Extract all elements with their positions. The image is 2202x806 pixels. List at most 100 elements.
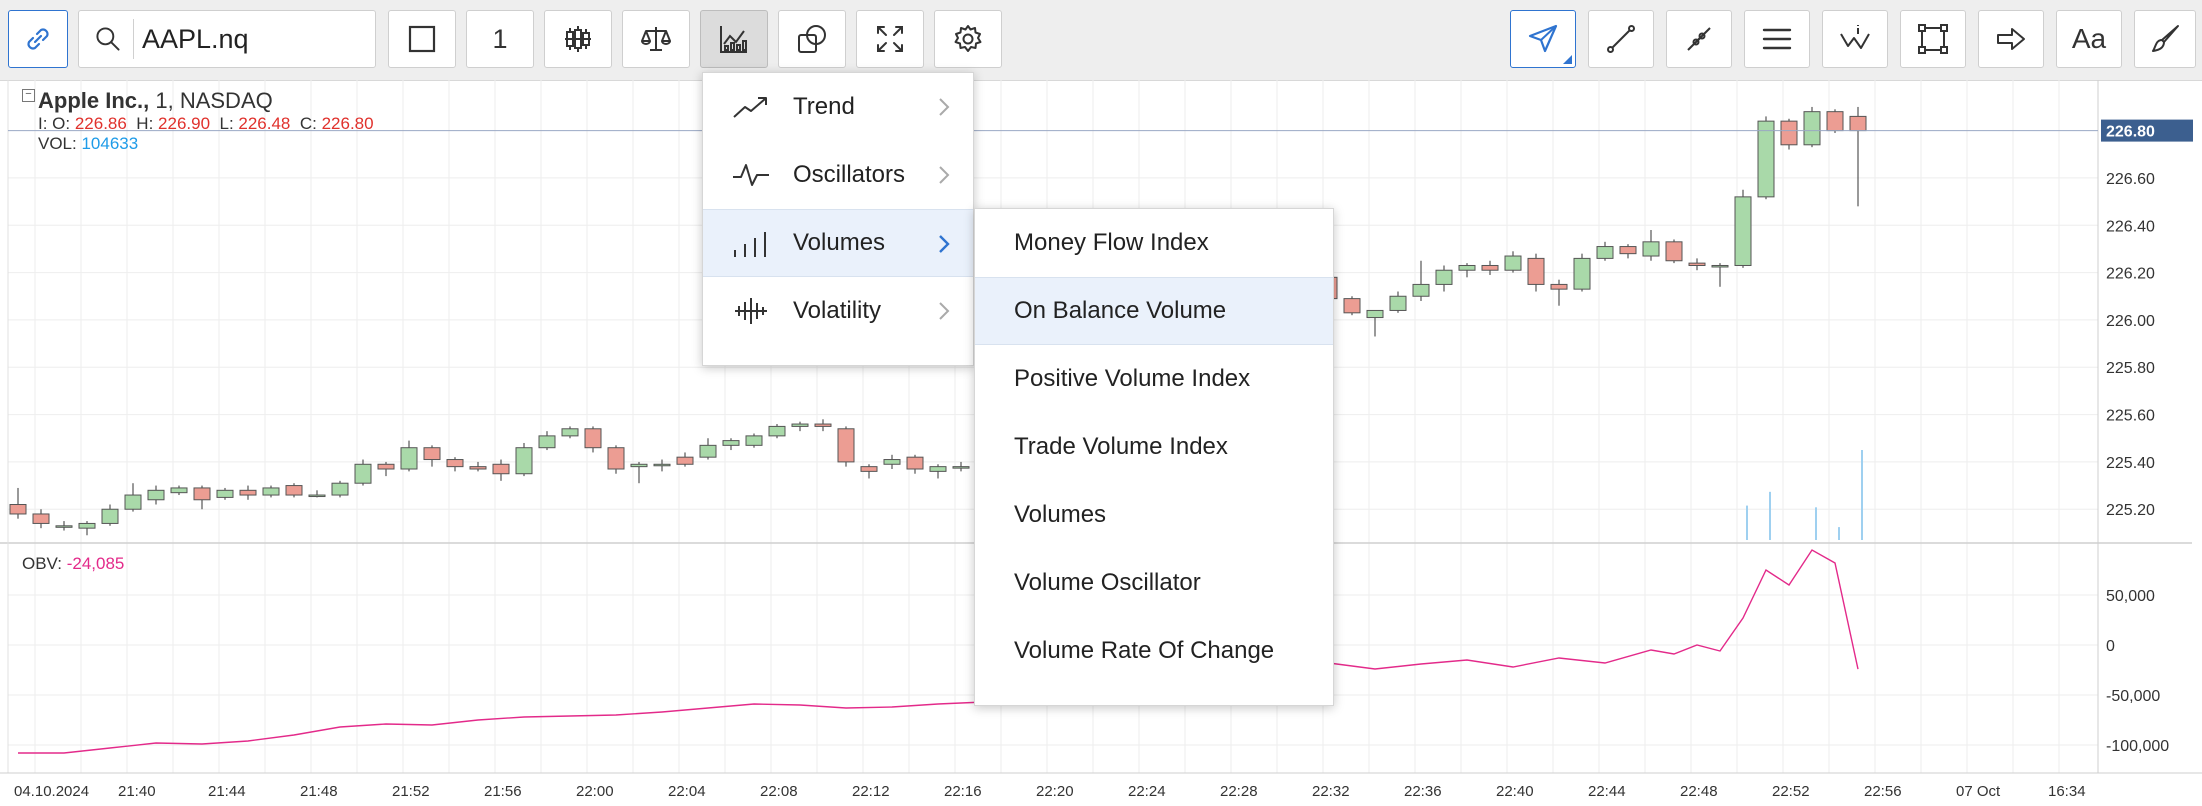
brush-tool-button[interactable] xyxy=(2134,10,2196,68)
fibonacci-lines-icon xyxy=(1762,28,1792,50)
chart-type-button[interactable] xyxy=(388,10,456,68)
fullscreen-button[interactable] xyxy=(856,10,924,68)
candle-body xyxy=(147,489,165,501)
menu-item-oscillators[interactable]: Oscillators xyxy=(703,141,973,209)
submenu-item-volume-oscillator[interactable]: Volume Oscillator xyxy=(975,549,1333,617)
submenu-item-trade-volume-index[interactable]: Trade Volume Index xyxy=(975,413,1333,481)
time-axis-label: 21:56 xyxy=(484,783,522,800)
candle-body xyxy=(331,482,349,496)
line-tool-icon xyxy=(1607,25,1635,53)
settings-button[interactable] xyxy=(934,10,1002,68)
interval-value: 1 xyxy=(492,23,508,54)
volume-bar xyxy=(1838,527,1840,540)
obv-value: -24,085 xyxy=(66,554,125,573)
candle-body xyxy=(308,494,326,498)
arrow-tool-button[interactable] xyxy=(1978,10,2044,68)
candle-body xyxy=(607,447,625,470)
symbol-search-box[interactable]: AAPL.nq xyxy=(78,10,376,68)
candle-body xyxy=(377,463,395,470)
submenu-item-label: Volume Rate Of Change xyxy=(1014,637,1275,664)
indicators-icon xyxy=(720,26,747,53)
fibonacci-tool-button[interactable] xyxy=(1744,10,1810,68)
close-label: C: xyxy=(299,114,322,133)
cursor-tool-button[interactable] xyxy=(1510,10,1576,68)
chevron-right-icon xyxy=(939,235,950,253)
time-axis-label: 22:36 xyxy=(1404,783,1442,800)
symbol-input[interactable]: AAPL.nq xyxy=(142,23,249,54)
submenu-item-on-balance-volume[interactable]: On Balance Volume xyxy=(975,277,1333,345)
price-axis-label: 226.20 xyxy=(2106,266,2155,283)
candle-body xyxy=(837,428,855,463)
shapes-button[interactable] xyxy=(778,10,846,68)
candle-body xyxy=(791,423,809,427)
chevron-right-icon xyxy=(939,166,950,184)
ohlc-legend: I: O: 226.86 H: 226.90 L: 226.48 C: 226.… xyxy=(38,114,374,134)
pattern-tool-icon xyxy=(1840,25,1870,49)
submenu-item-positive-volume-index[interactable]: Positive Volume Index xyxy=(975,345,1333,413)
candles-button[interactable] xyxy=(544,10,612,68)
candle-body xyxy=(745,435,763,446)
candle-body xyxy=(561,428,579,437)
price-axis-label: 226.60 xyxy=(2106,171,2155,188)
menu-item-label: Trend xyxy=(793,93,855,120)
close-value: 226.80 xyxy=(321,114,374,133)
candle-body xyxy=(1550,283,1568,290)
indicators-button[interactable] xyxy=(700,10,768,68)
candle-body xyxy=(239,489,257,496)
time-axis-label: 07 Oct xyxy=(1956,783,2001,800)
candle-body xyxy=(469,466,487,470)
time-axis-label: 22:52 xyxy=(1772,783,1810,800)
candle-body xyxy=(423,447,441,461)
candle-body xyxy=(124,494,142,510)
candle-body xyxy=(446,459,464,468)
ohlc-prefix: I: xyxy=(38,114,53,133)
time-axis-label: 22:44 xyxy=(1588,783,1626,800)
text-tool-button[interactable]: Aa xyxy=(2056,10,2122,68)
link-button[interactable] xyxy=(8,10,68,68)
polyline-tool-button[interactable] xyxy=(1666,10,1732,68)
interval-button[interactable]: 1 xyxy=(466,10,534,68)
compare-button[interactable] xyxy=(622,10,690,68)
candle-body xyxy=(722,440,740,446)
menu-item-volumes[interactable]: Volumes xyxy=(703,209,973,277)
candle-body xyxy=(952,466,970,469)
candle-body xyxy=(1642,241,1660,257)
submenu-item-money-flow-index[interactable]: Money Flow Index xyxy=(975,209,1333,277)
candle-body xyxy=(1366,309,1384,319)
time-axis-label: 21:40 xyxy=(118,783,156,800)
candle-body xyxy=(883,459,901,465)
candle-body xyxy=(906,456,924,470)
candle-body xyxy=(1688,262,1706,266)
time-axis-label: 22:28 xyxy=(1220,783,1258,800)
rectangle-tool-icon xyxy=(1918,24,1948,54)
candle-body xyxy=(193,487,211,501)
submenu-item-volumes[interactable]: Volumes xyxy=(975,481,1333,549)
candle-body xyxy=(676,456,694,465)
volume-bar xyxy=(1861,450,1863,540)
candle-body xyxy=(1389,295,1407,311)
menu-item-volatility[interactable]: Volatility xyxy=(703,277,973,345)
volume-legend: VOL: 104633 xyxy=(38,134,138,154)
candle-body xyxy=(1849,115,1867,132)
pattern-tool-button[interactable] xyxy=(1822,10,1888,68)
low-value: 226.48 xyxy=(238,114,291,133)
candle-body xyxy=(860,466,878,472)
candle-body xyxy=(170,487,188,494)
rectangle-tool-button[interactable] xyxy=(1900,10,1966,68)
submenu-item-volume-rate-of-change[interactable]: Volume Rate Of Change xyxy=(975,617,1333,685)
time-axis-label: 22:08 xyxy=(760,783,798,800)
candle-body xyxy=(1343,298,1361,314)
submenu-item-label: On Balance Volume xyxy=(1014,297,1227,324)
candle-body xyxy=(1504,255,1522,271)
collapse-legend-icon[interactable]: − xyxy=(22,89,35,102)
time-axis-label: 22:12 xyxy=(852,783,890,800)
candle-body xyxy=(929,466,947,472)
time-axis-label: 22:24 xyxy=(1128,783,1166,800)
line-tool-button[interactable] xyxy=(1588,10,1654,68)
shapes-icon xyxy=(798,25,826,53)
menu-item-trend[interactable]: Trend xyxy=(703,73,973,141)
candle-body xyxy=(1780,120,1798,146)
cursor-tool-dropdown-marker xyxy=(1563,55,1572,64)
high-value: 226.90 xyxy=(158,114,211,133)
toolbar: AAPL.nq 1 Aa xyxy=(0,0,2202,81)
